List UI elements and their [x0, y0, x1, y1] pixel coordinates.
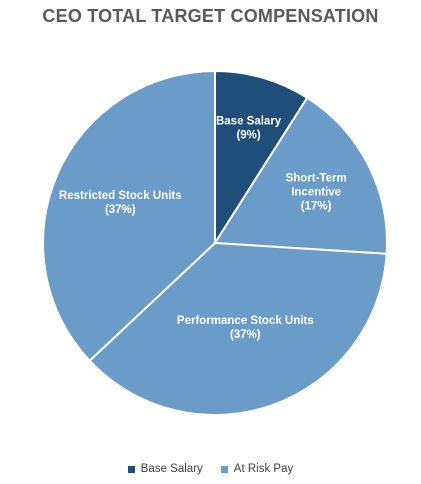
legend-item-at-risk-pay: At Risk Pay — [220, 463, 294, 475]
slice-label-restricted-stock-units: Restricted Stock Units (37%) — [59, 190, 182, 216]
legend-swatch-base-salary — [127, 465, 135, 473]
legend: Base Salary At Risk Pay — [0, 463, 421, 475]
slice-label-short-term-incentive: Short-Term Incentive (17%) — [286, 172, 347, 212]
slice-label-performance-stock-units: Performance Stock Units (37%) — [177, 315, 314, 341]
pie-slice-performance-stock-units — [88, 241, 388, 416]
pie-slice-restricted-stock-units — [42, 69, 216, 363]
slice-label-base-salary: Base Salary (9%) — [216, 115, 282, 141]
legend-label-base-salary: Base Salary — [140, 463, 203, 475]
legend-item-base-salary: Base Salary — [127, 463, 203, 475]
pie-slice-short-term-incentive — [213, 96, 388, 255]
legend-label-at-risk-pay: At Risk Pay — [233, 463, 294, 475]
chart-title: CEO TOTAL TARGET COMPENSATION — [42, 6, 379, 26]
legend-swatch-at-risk-pay — [220, 465, 228, 473]
pie-slice-base-salary — [214, 69, 309, 247]
